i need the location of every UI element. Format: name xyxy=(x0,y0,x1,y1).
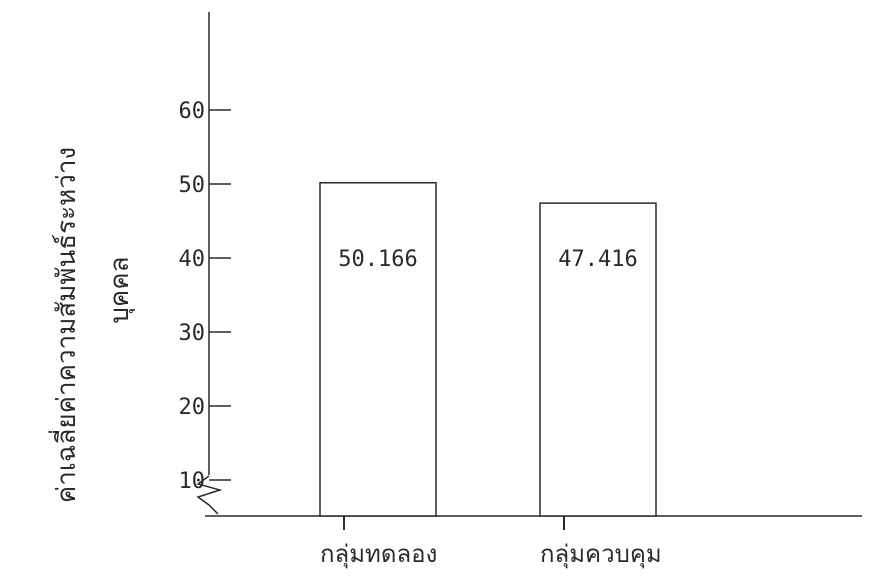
y-axis-title-line-2: บุคคล xyxy=(105,256,135,323)
y-axis-title-line-1: ค่าเฉลี่ยค่าความสัมพันธ์ระหว่าง xyxy=(48,147,82,503)
value-labels: 50.166 47.416 xyxy=(338,247,637,272)
bar xyxy=(539,202,657,517)
y-tick-label: 40 xyxy=(179,247,206,272)
y-tick-label: 10 xyxy=(179,469,206,494)
y-ticks: 10 20 30 40 50 60 xyxy=(179,99,231,494)
x-ticks: กลุ่มทดลอง กลุ่มควบคุม xyxy=(320,516,662,569)
axis-break-mark xyxy=(196,475,223,515)
y-tick-label: 50 xyxy=(179,173,206,198)
bars xyxy=(319,182,657,517)
y-tick-label: 60 xyxy=(179,99,206,124)
y-tick-label: 30 xyxy=(179,321,206,346)
bar-value-label: 47.416 xyxy=(558,247,637,272)
bar-value-label: 50.166 xyxy=(338,247,417,272)
bar xyxy=(319,182,437,517)
y-tick-label: 20 xyxy=(179,395,206,420)
y-axis-title: ค่าเฉลี่ยค่าความสัมพันธ์ระหว่าง บุคคล xyxy=(48,147,135,503)
x-tick-label: กลุ่มทดลอง xyxy=(320,540,437,569)
x-tick-label: กลุ่มควบคุม xyxy=(540,540,662,569)
